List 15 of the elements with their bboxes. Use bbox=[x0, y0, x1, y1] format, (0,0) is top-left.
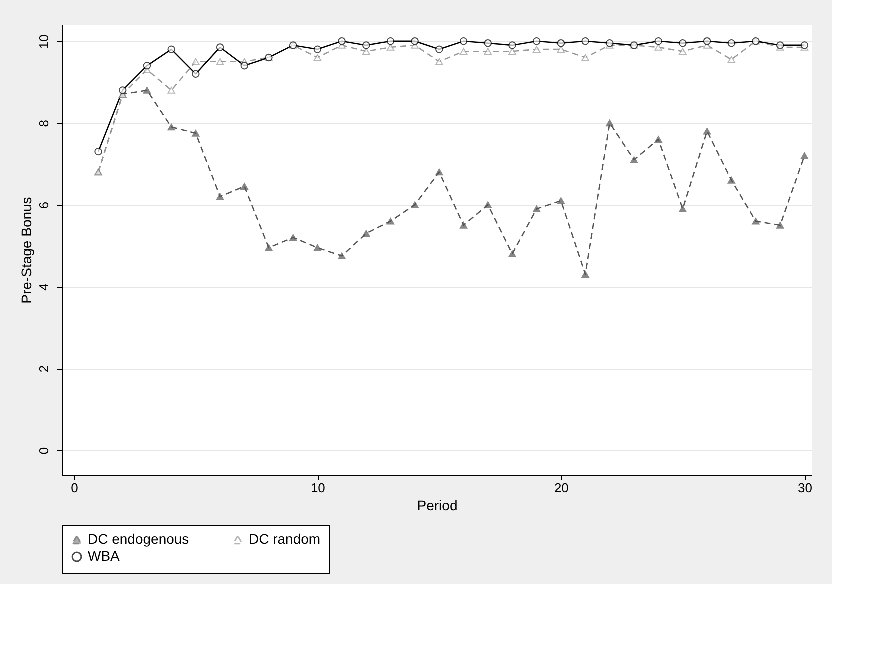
x-tick-label: 20 bbox=[554, 480, 569, 496]
y-tick-label: 6 bbox=[36, 202, 52, 210]
y-axis-title: Pre-Stage Bonus bbox=[18, 197, 34, 304]
legend-label: DC random bbox=[249, 531, 321, 547]
x-tick-label: 0 bbox=[71, 480, 78, 496]
x-tick-label: 10 bbox=[310, 480, 326, 496]
y-tick-label: 8 bbox=[36, 120, 52, 128]
y-tick-label: 10 bbox=[36, 34, 52, 50]
x-tick-label: 30 bbox=[798, 480, 812, 496]
legend-label: DC endogenous bbox=[88, 531, 190, 547]
y-tick-label: 0 bbox=[36, 447, 52, 455]
x-axis-title: Period bbox=[417, 498, 458, 514]
y-tick-label: 4 bbox=[36, 284, 52, 291]
legend-label: WBA bbox=[88, 548, 121, 564]
y-tick-label: 2 bbox=[36, 366, 52, 373]
